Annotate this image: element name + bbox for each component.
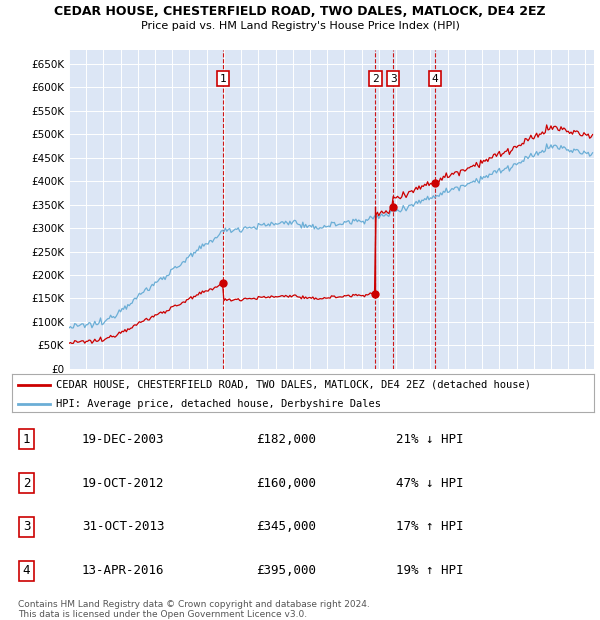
Text: £345,000: £345,000 — [256, 520, 316, 533]
Text: 19% ↑ HPI: 19% ↑ HPI — [396, 564, 464, 577]
Text: HPI: Average price, detached house, Derbyshire Dales: HPI: Average price, detached house, Derb… — [56, 399, 380, 409]
Text: 47% ↓ HPI: 47% ↓ HPI — [396, 477, 464, 490]
Text: 3: 3 — [23, 520, 30, 533]
Text: £160,000: £160,000 — [256, 477, 316, 490]
Text: 31-OCT-2013: 31-OCT-2013 — [82, 520, 164, 533]
Text: 21% ↓ HPI: 21% ↓ HPI — [396, 433, 464, 446]
Text: CEDAR HOUSE, CHESTERFIELD ROAD, TWO DALES, MATLOCK, DE4 2EZ: CEDAR HOUSE, CHESTERFIELD ROAD, TWO DALE… — [54, 5, 546, 18]
Text: £182,000: £182,000 — [256, 433, 316, 446]
Text: 13-APR-2016: 13-APR-2016 — [82, 564, 164, 577]
Text: CEDAR HOUSE, CHESTERFIELD ROAD, TWO DALES, MATLOCK, DE4 2EZ (detached house): CEDAR HOUSE, CHESTERFIELD ROAD, TWO DALE… — [56, 379, 530, 389]
Text: 4: 4 — [23, 564, 30, 577]
Text: 19-OCT-2012: 19-OCT-2012 — [82, 477, 164, 490]
Text: 2: 2 — [23, 477, 30, 490]
Text: 1: 1 — [23, 433, 30, 446]
Text: 19-DEC-2003: 19-DEC-2003 — [82, 433, 164, 446]
Text: £395,000: £395,000 — [256, 564, 316, 577]
Text: 17% ↑ HPI: 17% ↑ HPI — [396, 520, 464, 533]
Text: 2: 2 — [372, 74, 379, 84]
Text: 1: 1 — [220, 74, 227, 84]
Text: Contains HM Land Registry data © Crown copyright and database right 2024.
This d: Contains HM Land Registry data © Crown c… — [18, 600, 370, 619]
Text: Price paid vs. HM Land Registry's House Price Index (HPI): Price paid vs. HM Land Registry's House … — [140, 21, 460, 31]
Text: 4: 4 — [432, 74, 439, 84]
Text: 3: 3 — [390, 74, 397, 84]
